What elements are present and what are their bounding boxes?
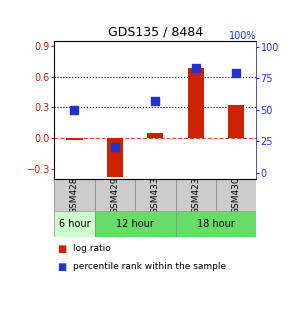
Point	[72, 107, 77, 112]
Bar	[228, 105, 244, 138]
Bar	[188, 68, 204, 138]
Text: 18 hour: 18 hour	[197, 219, 235, 229]
Text: ■: ■	[57, 262, 67, 271]
Bar	[135, 179, 176, 211]
Text: GSM430: GSM430	[232, 176, 241, 214]
Point	[113, 145, 117, 150]
Title: GDS135 / 8484: GDS135 / 8484	[108, 25, 203, 38]
Bar	[176, 211, 256, 237]
Bar	[216, 179, 256, 211]
Text: ■: ■	[57, 244, 67, 253]
Text: 12 hour: 12 hour	[116, 219, 154, 229]
Bar	[176, 179, 216, 211]
Text: 100%: 100%	[229, 31, 256, 41]
Text: GSM423: GSM423	[191, 176, 200, 214]
Point	[153, 98, 158, 104]
Text: percentile rank within the sample: percentile rank within the sample	[73, 262, 226, 271]
Text: GSM429: GSM429	[110, 176, 119, 214]
Text: 6 hour: 6 hour	[59, 219, 90, 229]
Bar	[95, 211, 176, 237]
Bar	[66, 138, 83, 140]
Text: GSM433: GSM433	[151, 176, 160, 214]
Bar	[54, 211, 95, 237]
Point	[193, 66, 198, 71]
Bar	[54, 179, 95, 211]
Bar	[95, 179, 135, 211]
Text: log ratio: log ratio	[73, 244, 111, 253]
Text: GSM428: GSM428	[70, 176, 79, 214]
Bar	[147, 133, 163, 138]
Bar	[107, 138, 123, 177]
Point	[234, 71, 239, 76]
